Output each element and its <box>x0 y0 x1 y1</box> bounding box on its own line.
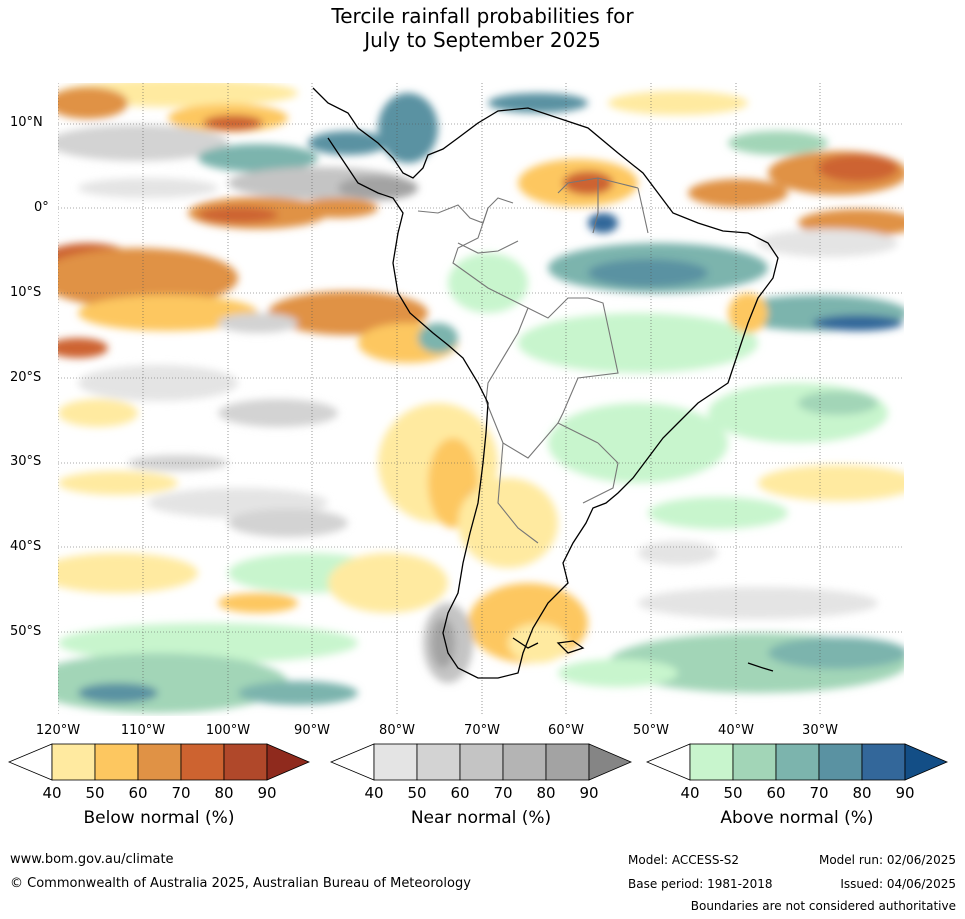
colorbar-above-normal <box>646 743 948 781</box>
cbar-below-tick-50: 50 <box>85 784 105 802</box>
cbar-below-swatch-0 <box>51 743 96 781</box>
title-line-2: July to September 2025 <box>364 28 601 52</box>
colorbar-below-normal <box>8 743 310 781</box>
lon-label-30w: 30°W <box>802 723 838 738</box>
cbar-above-swatch-0 <box>689 743 734 781</box>
cbar-above-swatch-2 <box>775 743 820 781</box>
cbar-below-swatch-2 <box>137 743 182 781</box>
lon-label-100w: 100°W <box>205 723 251 738</box>
cbar-below-swatch-4 <box>223 743 268 781</box>
graticule <box>58 83 904 716</box>
lon-label-120w: 120°W <box>35 723 81 738</box>
lat-label-0: 0° <box>34 200 49 215</box>
cbar-above-tick-70: 70 <box>809 784 829 802</box>
cbar-below-tick-80: 80 <box>214 784 234 802</box>
lat-label-30s: 30°S <box>10 454 42 469</box>
model-text: Model: ACCESS-S2 <box>628 853 740 867</box>
cbar-above-swatch-1 <box>732 743 777 781</box>
colorbar-above-label: Above normal (%) <box>720 808 874 828</box>
cbar-near-tick-90: 90 <box>579 784 599 802</box>
cbar-near-tick-60: 60 <box>450 784 470 802</box>
lat-label-50s: 50°S <box>10 624 42 639</box>
cbar-near-swatch-0 <box>373 743 418 781</box>
lat-label-40s: 40°S <box>10 539 42 554</box>
coastline <box>312 87 779 679</box>
cbar-above-swatch-3 <box>818 743 863 781</box>
lon-label-50w: 50°W <box>633 723 669 738</box>
lat-label-10n: 10°N <box>10 115 43 130</box>
cbar-near-tick-70: 70 <box>493 784 513 802</box>
cbar-near-swatch-4 <box>545 743 590 781</box>
cbar-above-tick-90: 90 <box>895 784 915 802</box>
lon-label-110w: 110°W <box>120 723 166 738</box>
website-link[interactable]: www.bom.gov.au/climate <box>10 852 174 867</box>
base-period-text: Base period: 1981-2018 <box>628 877 773 891</box>
cbar-below-tick-70: 70 <box>171 784 191 802</box>
lon-label-40w: 40°W <box>718 723 754 738</box>
cbar-near-tick-40: 40 <box>364 784 384 802</box>
cbar-near-swatch-5 <box>588 743 632 781</box>
lon-label-60w: 60°W <box>548 723 584 738</box>
cbar-below-swatch-1 <box>94 743 139 781</box>
map-canvas <box>58 83 904 716</box>
issued-text: Issued: 04/06/2025 <box>840 877 956 891</box>
lat-label-10s: 10°S <box>10 285 42 300</box>
cbar-above-tick-60: 60 <box>766 784 786 802</box>
colorbar-near-label: Near normal (%) <box>410 808 552 828</box>
cbar-below-tick-40: 40 <box>42 784 62 802</box>
cbar-above-tick-40: 40 <box>680 784 700 802</box>
lat-label-20s: 20°S <box>10 370 42 385</box>
cbar-near-tick-80: 80 <box>536 784 556 802</box>
cbar-below-swatch-3 <box>180 743 225 781</box>
cbar-near-swatch-2 <box>459 743 504 781</box>
cbar-above-tick-50: 50 <box>723 784 743 802</box>
cbar-near-swatch-3 <box>502 743 547 781</box>
cbar-below-tick-90: 90 <box>257 784 277 802</box>
lon-label-90w: 90°W <box>294 723 330 738</box>
rainfall-probability-map <box>58 83 904 716</box>
colorbar-near-normal <box>330 743 632 781</box>
colorbar-below-label: Below normal (%) <box>83 808 235 828</box>
disclaimer-text: Boundaries are not considered authoritat… <box>690 899 956 913</box>
title-line-1: Tercile rainfall probabilities for <box>331 4 634 28</box>
country-borders <box>417 177 649 544</box>
map-title: Tercile rainfall probabilities for July … <box>0 4 965 52</box>
cbar-below-tick-60: 60 <box>128 784 148 802</box>
cbar-near-tick-50: 50 <box>407 784 427 802</box>
copyright-text: © Commonwealth of Australia 2025, Austra… <box>10 876 471 891</box>
cbar-above-tick-80: 80 <box>852 784 872 802</box>
cbar-above-swatch-5 <box>904 743 948 781</box>
lon-label-80w: 80°W <box>379 723 415 738</box>
cbar-above-swatch-4 <box>861 743 906 781</box>
cbar-below-swatch-5 <box>266 743 310 781</box>
model-run-text: Model run: 02/06/2025 <box>818 853 956 867</box>
lon-label-70w: 70°W <box>464 723 500 738</box>
cbar-near-swatch-1 <box>416 743 461 781</box>
